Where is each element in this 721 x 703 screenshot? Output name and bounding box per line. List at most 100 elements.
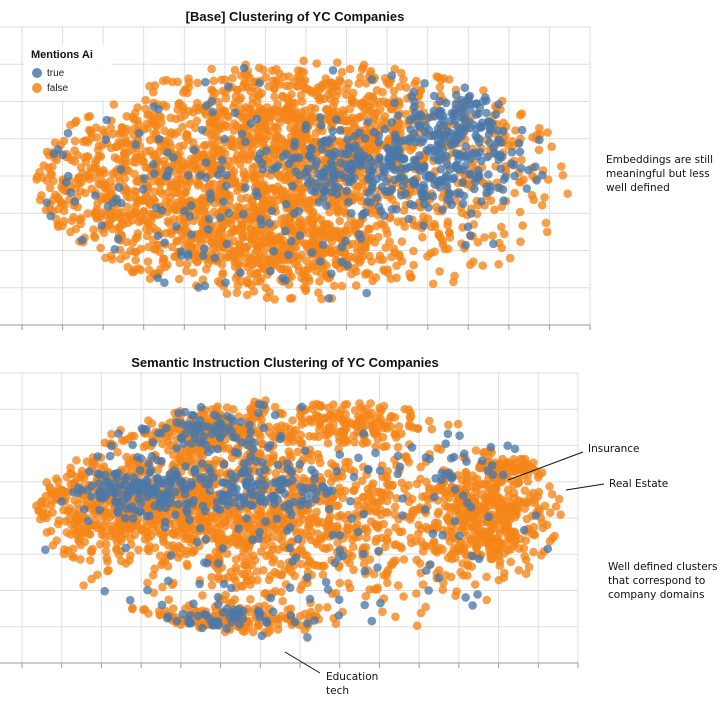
chart2-point-false xyxy=(113,538,122,547)
top-note-line-2: meaningful but less xyxy=(606,168,710,180)
chart1-point-false xyxy=(334,86,343,96)
chart1-point-false xyxy=(258,201,268,211)
chart1-point-false xyxy=(345,104,355,114)
chart1-point-true xyxy=(49,149,59,158)
chart1-point-false xyxy=(66,120,75,130)
chart1-point-false xyxy=(363,109,372,118)
chart2-point-false xyxy=(107,526,117,536)
chart1-point-false xyxy=(290,259,300,269)
chart2-point-false xyxy=(438,545,447,554)
chart1-point-true xyxy=(374,137,384,147)
chart1-point-true xyxy=(288,181,297,191)
chart2-point-false xyxy=(87,502,97,512)
chart1-point-true xyxy=(507,147,517,157)
chart2-point-false xyxy=(415,559,425,568)
chart1-point-true xyxy=(101,135,110,144)
chart1-point-false xyxy=(296,91,306,100)
chart1-point-false xyxy=(186,154,196,164)
chart1-point-true xyxy=(201,158,211,167)
chart1-point-false xyxy=(278,92,288,102)
chart1-point-false xyxy=(337,67,347,77)
chart1-point-false xyxy=(348,88,358,98)
chart1-point-false xyxy=(378,116,388,125)
chart1-point-false xyxy=(543,128,552,137)
chart2-point-false xyxy=(59,549,69,559)
chart2-point-false xyxy=(368,479,378,488)
chart2-point-false xyxy=(120,529,130,539)
chart1-point-false xyxy=(48,162,57,171)
chart1-point-false xyxy=(142,224,151,234)
chart1-point-false xyxy=(179,161,188,170)
chart1-point-true xyxy=(401,189,411,198)
chart2-point-false xyxy=(102,539,111,549)
chart1-point-false xyxy=(326,78,336,87)
chart1-point-false xyxy=(428,279,438,289)
chart1-point-true xyxy=(163,148,172,157)
chart1-point-false xyxy=(299,56,308,66)
chart1-point-false xyxy=(141,147,151,156)
chart1-point-true xyxy=(354,159,363,168)
chart1-point-true xyxy=(77,235,87,245)
chart1-point-false xyxy=(270,295,279,304)
chart1-point-false xyxy=(54,222,63,231)
chart1-point-true xyxy=(221,278,230,287)
chart2-point-false xyxy=(316,458,325,468)
chart1-point-false xyxy=(50,138,60,147)
chart1-point-true xyxy=(64,171,73,181)
chart1-point-false xyxy=(274,171,284,180)
chart1-point-false xyxy=(166,113,175,123)
chart1-point-true xyxy=(449,135,458,145)
chart1-point-true xyxy=(457,95,466,105)
chart1-point-false xyxy=(154,111,164,121)
chart1-point-true xyxy=(484,170,493,179)
chart2-point-false xyxy=(323,603,332,612)
chart1-point-false xyxy=(113,155,123,164)
chart1-point-true xyxy=(220,134,229,144)
chart1-point-false xyxy=(443,217,453,227)
chart1-point-false xyxy=(370,238,380,247)
chart2-point-false xyxy=(382,534,392,544)
chart2-point-false xyxy=(63,506,73,516)
chart1-point-false xyxy=(92,133,102,142)
chart1-point-true xyxy=(460,83,470,92)
chart1-point-false xyxy=(315,95,324,105)
chart1-point-true xyxy=(396,136,406,146)
chart1-point-false xyxy=(337,281,347,291)
chart1-point-true xyxy=(281,276,290,285)
chart1-point-true xyxy=(419,221,428,230)
chart1-point-true xyxy=(70,197,79,206)
chart1-point-true xyxy=(496,164,506,174)
chart1-point-false xyxy=(287,293,297,303)
chart1-point-false xyxy=(436,233,445,242)
chart1-point-true xyxy=(510,171,519,181)
chart1-point-true xyxy=(255,149,265,159)
chart1-point-true xyxy=(385,149,395,159)
chart1-point-true xyxy=(343,260,352,270)
chart2-point-false xyxy=(45,483,54,492)
chart1-point-false xyxy=(292,81,302,91)
chart1-point-true xyxy=(344,197,353,207)
chart1-point-false xyxy=(296,219,306,229)
chart1-point-false xyxy=(222,289,232,298)
chart1-point-false xyxy=(87,184,96,194)
chart1-point-true xyxy=(340,173,350,182)
chart1-point-true xyxy=(424,170,433,180)
top-note-line-1: Embeddings are still xyxy=(606,154,713,166)
chart1-point-false xyxy=(245,148,255,158)
chart1-point-false xyxy=(35,167,44,177)
chart1-point-false xyxy=(516,237,525,246)
chart1-point-true xyxy=(362,288,372,298)
chart1-point-false xyxy=(232,121,242,131)
chart1-point-false xyxy=(519,175,528,184)
chart1-point-false xyxy=(202,265,211,274)
chart2-point-false xyxy=(378,607,387,617)
chart1-point-true xyxy=(507,159,516,168)
chart1-point-false xyxy=(173,77,182,87)
chart1-point-false xyxy=(117,127,126,137)
chart2-point-false xyxy=(554,494,564,504)
chart1-point-true xyxy=(327,269,336,278)
chart1-point-false xyxy=(169,215,178,224)
chart1-point-false xyxy=(505,253,515,263)
chart1-point-true xyxy=(198,125,207,135)
